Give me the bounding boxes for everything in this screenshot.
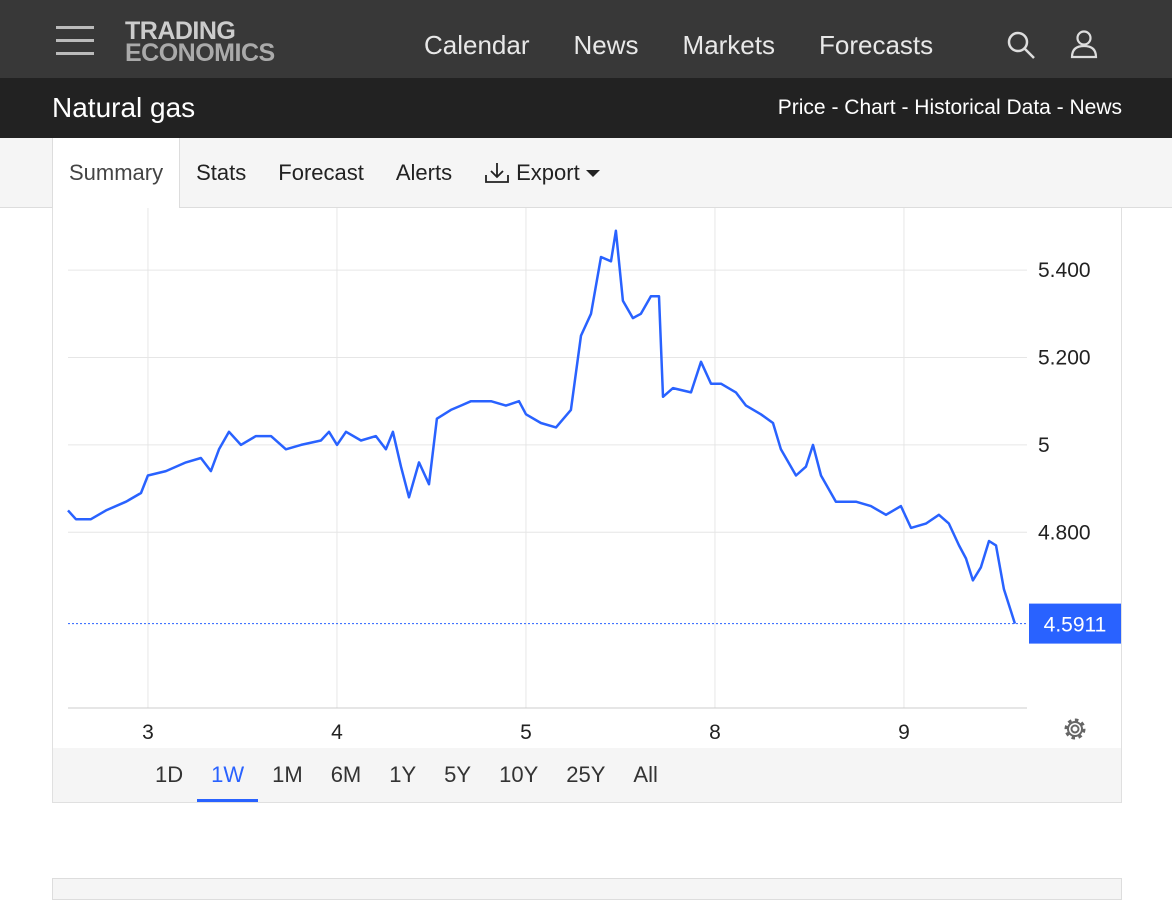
range-button[interactable]: 1W <box>197 748 259 802</box>
logo-line: ECONOMICS <box>125 39 275 67</box>
ranges: 1D 1W 1M 6M 1Y 5Y 10Y 25Y All <box>141 748 672 802</box>
tab-label: Summary <box>69 160 164 185</box>
nav-link[interactable]: Calendar <box>424 30 530 60</box>
y-tick-label: 5.200 <box>1038 346 1091 369</box>
x-tick-label: 8 <box>709 721 721 744</box>
tab-label: Alerts <box>395 160 453 185</box>
export-icon <box>485 163 510 183</box>
tab-label: Stats <box>196 160 247 185</box>
settings-icon[interactable] <box>1064 718 1086 740</box>
x-tick-label: 5 <box>520 721 532 744</box>
chart-box: 4.800 5 5.200 5.400 3 4 5 8 9 4.5911 1D 1W 1M 6M 1Y 5Y… <box>52 208 1122 803</box>
tab[interactable]: Forecast <box>262 138 380 208</box>
price-line <box>67 229 1017 624</box>
range-button[interactable]: 10Y <box>499 762 539 787</box>
sub-header: Natural gas Price - Chart - Historical D… <box>0 78 1172 138</box>
menu-icon[interactable] <box>56 26 94 56</box>
tab-bar: Summary Stats Forecast Alerts Export <box>0 138 1172 208</box>
range-button[interactable]: 5Y <box>444 762 472 787</box>
next-section <box>52 878 1122 900</box>
range-button[interactable]: 1M <box>272 762 303 787</box>
range-button[interactable]: 25Y <box>566 762 606 787</box>
tab[interactable]: Summary <box>52 138 181 208</box>
caret <box>585 170 600 177</box>
top-bar: TRADING ECONOMICS Calendar News Markets For… <box>0 0 1172 78</box>
last-price-box <box>1029 603 1121 644</box>
tab-label: Export <box>516 160 580 185</box>
sub-links[interactable]: Price - Chart - Historical Data - News <box>777 96 1122 119</box>
tab[interactable]: Alerts <box>380 138 468 208</box>
logo[interactable]: TRADING ECONOMICS <box>125 17 275 67</box>
x-tick-label: 4 <box>331 721 343 744</box>
range-button[interactable]: 1Y <box>389 762 417 787</box>
page-title: Natural gas <box>52 92 196 123</box>
user-icon[interactable] <box>1070 30 1100 60</box>
nav-link[interactable]: Markets <box>682 30 775 60</box>
tab[interactable]: Export <box>468 138 616 208</box>
nav-link[interactable]: Forecasts <box>819 30 934 60</box>
chart: 4.800 5 5.200 5.400 3 4 5 8 9 4.5911 <box>67 208 1121 744</box>
main-nav: Calendar News Markets Forecasts <box>424 30 933 61</box>
logo-line: TRADING <box>125 17 236 45</box>
tab-label: Forecast <box>278 160 364 185</box>
x-tick-label: 9 <box>898 721 910 744</box>
range-button[interactable]: 1D <box>155 762 184 787</box>
x-tick-label: 3 <box>142 721 154 744</box>
tabs: Summary Stats Forecast Alerts Export <box>52 138 616 208</box>
y-tick-label: 4.800 <box>1038 521 1091 544</box>
last-price-label: 4.5911 <box>1044 614 1107 637</box>
range-bar: 1D 1W 1M 6M 1Y 5Y 10Y 25Y All <box>53 748 1121 802</box>
range-button[interactable]: 6M <box>330 762 362 787</box>
tab[interactable]: Stats <box>180 138 262 208</box>
y-tick-label: 5 <box>1038 434 1050 457</box>
y-tick-label: 5.400 <box>1038 259 1091 282</box>
search-icon[interactable] <box>1006 30 1036 60</box>
nav-link[interactable]: News <box>573 30 639 60</box>
range-button[interactable]: All <box>633 762 658 787</box>
